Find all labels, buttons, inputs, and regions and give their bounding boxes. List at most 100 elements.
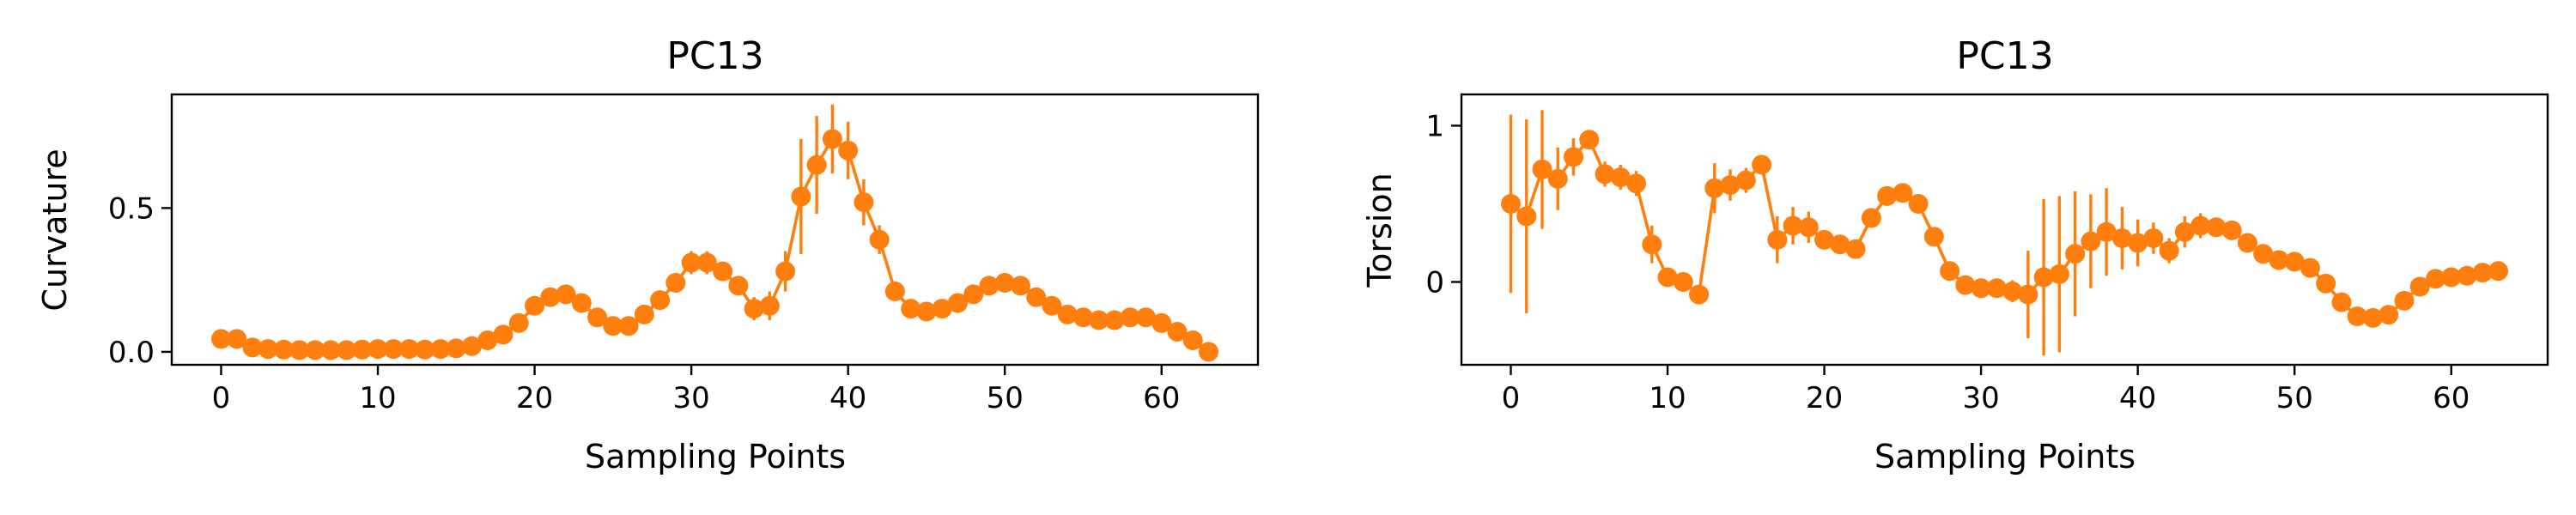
data-point (415, 339, 435, 360)
data-point (1057, 304, 1078, 324)
x-tick-label: 20 (1806, 381, 1843, 415)
data-point (352, 339, 373, 360)
x-tick-label: 60 (2433, 381, 2470, 415)
data-point (838, 140, 859, 161)
y-tick-label: 0.0 (108, 336, 155, 370)
data-point (2221, 220, 2242, 240)
data-point (1516, 206, 1537, 227)
data-point (508, 312, 529, 333)
data-point (1182, 330, 1203, 351)
data-point (2300, 258, 2320, 278)
data-point (258, 339, 278, 360)
chart-title: PC13 (666, 34, 763, 78)
y-axis-label: Curvature (36, 148, 74, 311)
data-point (1940, 261, 1960, 282)
x-axis-label: Sampling Points (585, 438, 846, 476)
data-point (603, 316, 623, 336)
data-point (556, 284, 576, 305)
data-point (1010, 276, 1030, 296)
data-point (1501, 193, 1521, 214)
data-point (916, 301, 937, 322)
data-point (2096, 221, 2117, 242)
data-point (368, 339, 388, 360)
data-point (462, 336, 483, 356)
data-point (2065, 244, 2086, 264)
data-point (2394, 290, 2415, 311)
data-point (2441, 267, 2462, 288)
data-point (2284, 251, 2305, 272)
data-point (2081, 231, 2101, 251)
data-point (2206, 217, 2227, 238)
data-point (932, 299, 952, 319)
data-point (696, 252, 717, 273)
data-point (305, 340, 325, 360)
x-tick-label: 10 (359, 381, 396, 415)
data-point (822, 129, 842, 149)
data-layer (1501, 110, 2508, 356)
x-tick-label: 40 (2119, 381, 2156, 415)
data-point (383, 339, 404, 360)
data-point (2033, 267, 2054, 288)
data-point (571, 293, 592, 313)
data-point (227, 329, 247, 349)
data-point (242, 337, 263, 358)
data-point (1923, 227, 1944, 247)
data-point (1673, 271, 1693, 292)
data-point (525, 295, 545, 316)
data-point (1072, 307, 1093, 328)
data-point (1610, 167, 1631, 188)
data-point (1704, 178, 1725, 198)
x-tick-label: 30 (672, 381, 709, 415)
y-tick-label: 1 (1425, 109, 1444, 143)
x-tick-label: 40 (829, 381, 866, 415)
data-point (1564, 147, 1584, 167)
data-point (884, 282, 905, 302)
data-point (274, 339, 295, 360)
data-point (2331, 292, 2352, 312)
data-point (1861, 208, 1881, 228)
x-tick-label: 0 (212, 381, 231, 415)
data-point (618, 316, 639, 336)
data-point (1026, 287, 1047, 307)
data-point (1199, 342, 1218, 362)
data-point (2347, 306, 2367, 327)
data-point (587, 307, 608, 328)
data-point (1595, 164, 1615, 185)
data-point (1814, 229, 1835, 250)
data-point (289, 340, 310, 360)
data-point (2111, 228, 2132, 249)
data-point (430, 339, 451, 360)
x-tick-label: 50 (987, 381, 1024, 415)
data-point (665, 272, 686, 293)
data-point (1689, 284, 1710, 305)
data-point (211, 329, 231, 349)
data-point (337, 340, 357, 360)
y-axis-ticks: 01 (1425, 109, 1461, 300)
data-point (1135, 307, 1156, 328)
data-point (979, 276, 999, 296)
data-point (1089, 310, 1109, 330)
data-point (399, 339, 420, 360)
x-tick-label: 10 (1649, 381, 1686, 415)
data-point (1532, 159, 1552, 179)
data-point (901, 299, 921, 319)
x-axis-label: Sampling Points (1874, 438, 2136, 476)
x-tick-label: 30 (1962, 381, 1999, 415)
data-point (2316, 273, 2336, 294)
data-point (634, 304, 654, 324)
x-tick-label: 50 (2276, 381, 2313, 415)
data-point (2457, 265, 2477, 286)
x-axis-ticks: 0 10 20 30 40 50 60 (1502, 365, 2470, 415)
data-point (1830, 234, 1850, 255)
data-point (1767, 229, 1788, 250)
y-tick-label: 0 (1425, 265, 1444, 300)
data-point (1626, 173, 1647, 194)
data-point (1720, 175, 1741, 196)
data-point (1657, 267, 1678, 288)
data-point (2269, 250, 2289, 270)
data-point (994, 272, 1015, 293)
data-point (869, 229, 890, 250)
data-point (2128, 233, 2148, 253)
data-point (2143, 228, 2164, 249)
